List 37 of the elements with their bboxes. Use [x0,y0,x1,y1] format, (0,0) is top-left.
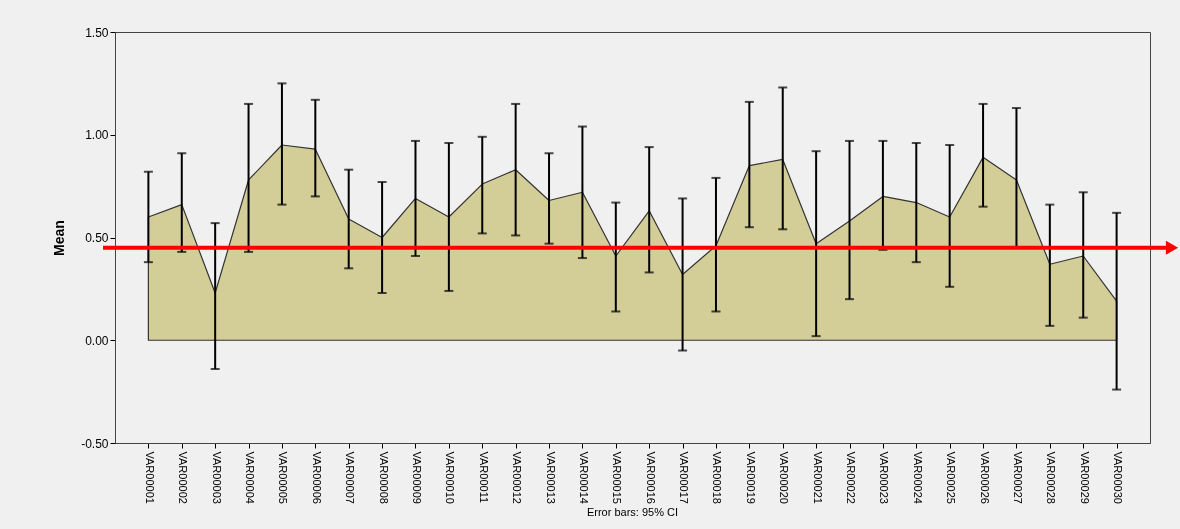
y-axis-title: Mean [51,220,68,256]
x-tick-label: VAR00016 [644,451,657,504]
x-tick-label: VAR00022 [845,451,858,504]
x-tick-label: VAR00013 [544,451,557,504]
x-tick-label: VAR00023 [878,451,891,504]
x-tick-label: VAR00027 [1011,451,1024,504]
x-tick-label: VAR00008 [377,451,390,504]
x-tick-label: VAR00025 [945,451,958,504]
y-tick-label: -0.50 [81,436,109,451]
x-tick-label: VAR00006 [310,451,323,504]
x-tick-label: VAR00010 [444,451,457,504]
x-tick-label: VAR00002 [177,451,190,504]
x-tick-label: VAR00005 [277,451,290,504]
x-tick-label: VAR00003 [210,451,223,504]
x-tick-label: VAR00024 [911,451,924,504]
x-tick-label: VAR00018 [711,451,724,504]
x-tick-label: VAR00011 [477,451,490,504]
x-tick-label: VAR00001 [143,451,156,504]
y-tick-label: 0.50 [85,231,109,245]
x-tick-label: VAR00030 [1112,451,1125,504]
x-tick-label: VAR00028 [1045,451,1058,504]
y-tick-label: 1.00 [85,128,109,143]
x-tick-label: VAR00021 [811,451,824,504]
x-tick-label: VAR00017 [678,451,691,504]
x-tick-label: VAR00004 [244,451,257,504]
x-tick-label: VAR00009 [410,451,423,504]
x-tick-label: VAR00012 [511,451,524,504]
y-tick-label: 1.50 [85,25,109,40]
x-tick-label: VAR00019 [744,451,757,504]
x-tick-label: VAR00026 [978,451,991,504]
y-tick-label: 0.00 [85,333,109,348]
x-tick-label: VAR00007 [344,451,357,504]
x-tick-label: VAR00014 [577,451,590,504]
x-tick-label: VAR00029 [1078,451,1091,504]
x-tick-label: VAR00020 [778,451,791,504]
x-tick-label: VAR00015 [611,451,624,504]
text: Error bars: 95% CI [586,506,679,519]
